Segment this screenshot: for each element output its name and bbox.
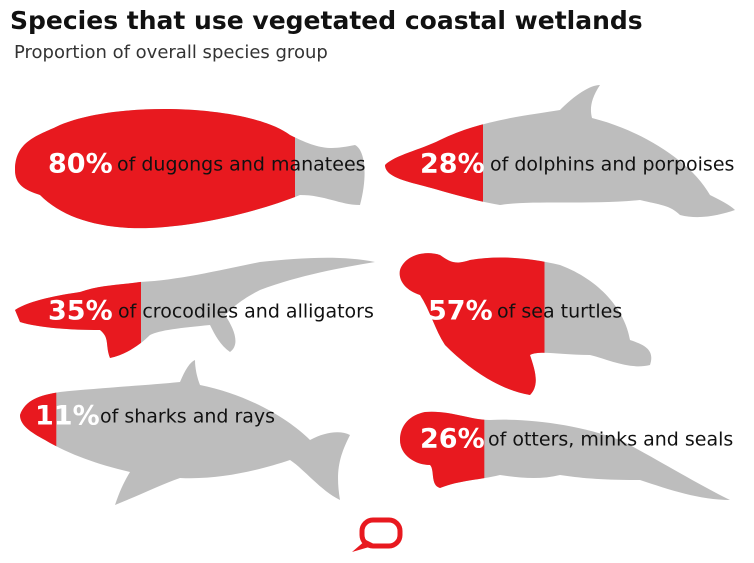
logo — [352, 517, 403, 552]
category-label: of dolphins and porpoises — [490, 154, 734, 176]
value-label: 80% — [48, 149, 113, 180]
category-label: of crocodiles and alligators — [118, 301, 374, 323]
silhouette — [400, 411, 730, 500]
value-label: 57% — [428, 296, 493, 327]
chart-subtitle: Proportion of overall species group — [14, 42, 328, 63]
silhouette-rest — [20, 360, 350, 505]
category-label: of otters, minks and seals — [488, 429, 733, 451]
silhouette-share — [20, 360, 57, 505]
silhouette-share — [400, 411, 485, 500]
value-label: 26% — [420, 424, 485, 455]
silhouette-share — [15, 108, 295, 229]
chart-title: Species that use vegetated coastal wetla… — [10, 6, 643, 35]
category-label: of dugongs and manatees — [117, 154, 366, 176]
category-label: of sharks and rays — [100, 406, 275, 428]
value-label: 28% — [420, 149, 485, 180]
silhouette — [20, 360, 350, 505]
category-label: of sea turtles — [497, 301, 622, 323]
value-label: 11% — [35, 401, 100, 432]
value-label: 35% — [48, 296, 113, 327]
